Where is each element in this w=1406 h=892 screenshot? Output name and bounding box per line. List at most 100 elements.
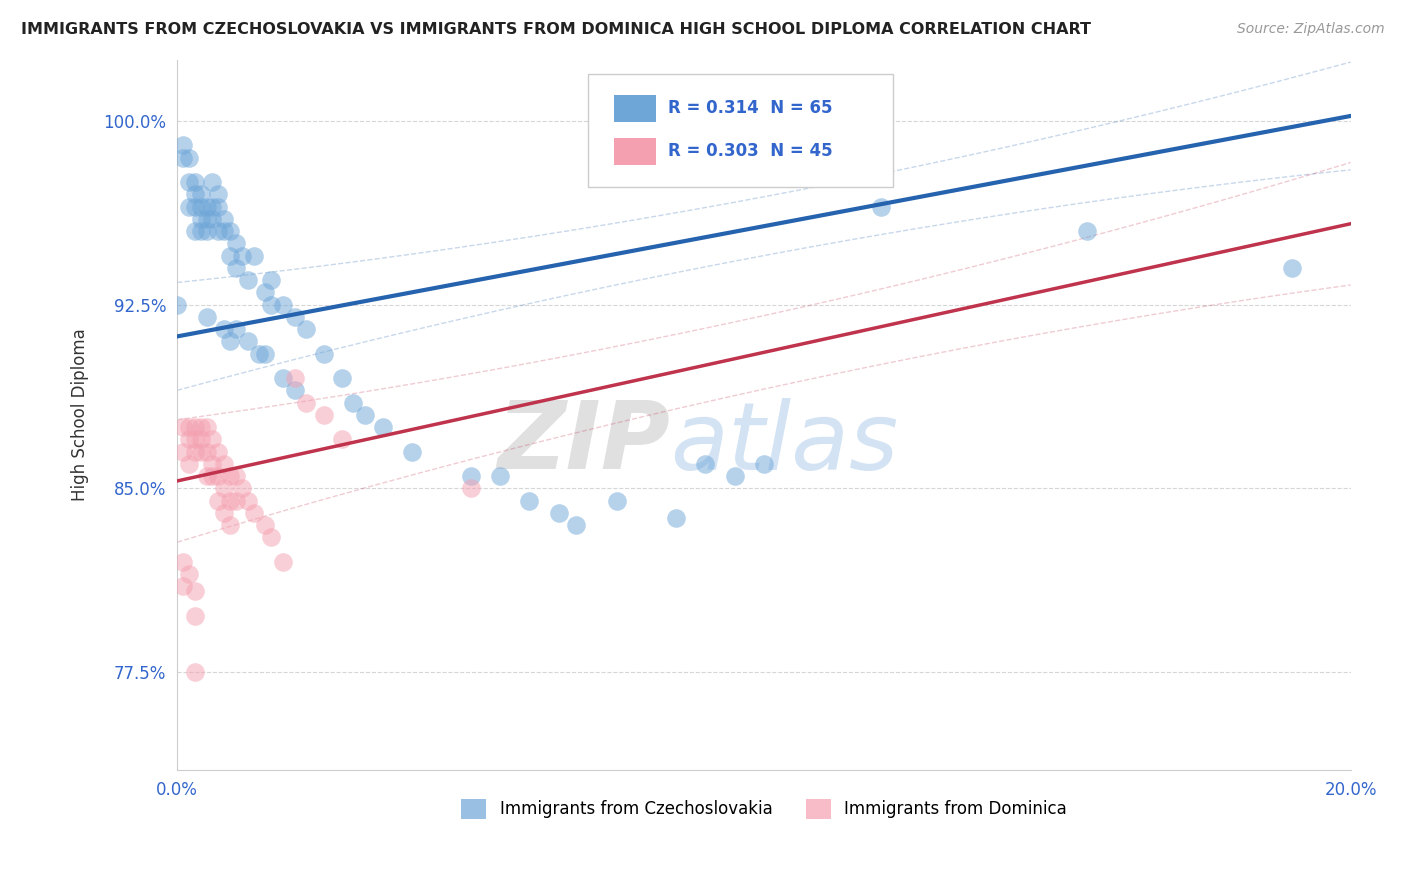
Point xyxy=(207,224,229,238)
Point xyxy=(212,506,235,520)
Point xyxy=(254,518,277,533)
Point xyxy=(460,481,482,495)
Point xyxy=(201,175,224,189)
Point xyxy=(260,530,283,544)
Point xyxy=(184,175,207,189)
Text: R = 0.314  N = 65: R = 0.314 N = 65 xyxy=(668,99,832,117)
Point xyxy=(236,273,259,287)
Point xyxy=(212,211,235,226)
Point xyxy=(271,297,294,311)
Point xyxy=(236,493,259,508)
Point xyxy=(195,420,218,434)
Point xyxy=(517,493,540,508)
Point xyxy=(190,420,212,434)
Point xyxy=(284,384,307,398)
Point xyxy=(260,273,283,287)
Point xyxy=(371,420,394,434)
Point xyxy=(1281,260,1303,275)
Text: Source: ZipAtlas.com: Source: ZipAtlas.com xyxy=(1237,22,1385,37)
Point xyxy=(212,457,235,471)
Point xyxy=(190,432,212,446)
Point xyxy=(184,187,207,202)
Point xyxy=(330,371,353,385)
Point xyxy=(354,408,377,422)
Point xyxy=(177,175,200,189)
Point xyxy=(225,469,247,483)
Text: IMMIGRANTS FROM CZECHOSLOVAKIA VS IMMIGRANTS FROM DOMINICA HIGH SCHOOL DIPLOMA C: IMMIGRANTS FROM CZECHOSLOVAKIA VS IMMIGR… xyxy=(21,22,1091,37)
Point xyxy=(195,310,218,324)
Point xyxy=(195,211,218,226)
Point xyxy=(184,665,207,679)
Point xyxy=(201,457,224,471)
Point xyxy=(547,506,569,520)
Point xyxy=(207,444,229,458)
Point xyxy=(212,224,235,238)
Point xyxy=(195,200,218,214)
Legend: Immigrants from Czechoslovakia, Immigrants from Dominica: Immigrants from Czechoslovakia, Immigran… xyxy=(454,792,1073,826)
Point xyxy=(219,249,242,263)
Point xyxy=(177,432,200,446)
Point xyxy=(225,322,247,336)
Point xyxy=(254,346,277,360)
Point xyxy=(231,249,253,263)
Point xyxy=(201,469,224,483)
Point xyxy=(312,408,335,422)
Point xyxy=(184,200,207,214)
Point xyxy=(172,420,194,434)
Point xyxy=(219,224,242,238)
Point xyxy=(195,444,218,458)
Point xyxy=(401,444,423,458)
Point xyxy=(723,469,745,483)
Point xyxy=(606,493,628,508)
Point xyxy=(254,285,277,300)
Point xyxy=(207,187,229,202)
Point xyxy=(225,260,247,275)
Point xyxy=(219,469,242,483)
Text: ZIP: ZIP xyxy=(498,397,671,489)
Point xyxy=(190,444,212,458)
Point xyxy=(177,567,200,582)
Point xyxy=(752,457,775,471)
Point xyxy=(177,457,200,471)
Point xyxy=(271,555,294,569)
Point xyxy=(219,334,242,349)
Point xyxy=(172,138,194,153)
Point xyxy=(489,469,512,483)
Point xyxy=(284,310,307,324)
Text: R = 0.303  N = 45: R = 0.303 N = 45 xyxy=(668,142,832,160)
Point xyxy=(284,371,307,385)
Point xyxy=(565,518,588,533)
Point xyxy=(207,200,229,214)
Point xyxy=(295,322,318,336)
Point xyxy=(177,151,200,165)
Point xyxy=(330,432,353,446)
Point xyxy=(242,506,264,520)
Point xyxy=(260,297,283,311)
FancyBboxPatch shape xyxy=(614,95,657,122)
Point xyxy=(201,211,224,226)
Point xyxy=(1076,224,1098,238)
Point xyxy=(225,493,247,508)
Point xyxy=(665,510,688,524)
Point xyxy=(166,297,188,311)
FancyBboxPatch shape xyxy=(588,74,893,187)
Point xyxy=(247,346,270,360)
Point xyxy=(184,420,207,434)
Point xyxy=(184,224,207,238)
Point xyxy=(177,200,200,214)
Point xyxy=(172,579,194,593)
FancyBboxPatch shape xyxy=(614,137,657,165)
Text: atlas: atlas xyxy=(671,398,898,489)
Point xyxy=(231,481,253,495)
Point xyxy=(225,236,247,251)
Point xyxy=(312,346,335,360)
Point xyxy=(172,444,194,458)
Point xyxy=(195,469,218,483)
Point xyxy=(460,469,482,483)
Point xyxy=(242,249,264,263)
Point xyxy=(207,493,229,508)
Point xyxy=(212,322,235,336)
Point xyxy=(295,395,318,409)
Point xyxy=(695,457,717,471)
Point xyxy=(190,200,212,214)
